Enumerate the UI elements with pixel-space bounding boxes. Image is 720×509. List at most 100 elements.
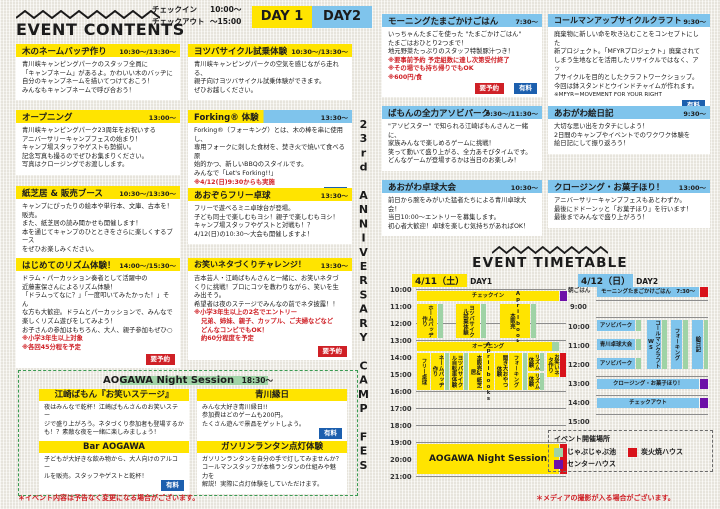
timetable-block-free-table-tennis: フリー卓球 [417, 353, 430, 390]
card-time: 9:30〜 [683, 109, 706, 118]
zigzag-icon [492, 246, 608, 254]
card-header: オープニング 13:00〜 [16, 110, 180, 123]
event-card-bamon-asobi-park: ばもんの全力アソビパーク 9:30〜/11:30〜 "アソビスター" で知られる… [382, 106, 542, 171]
card-line: キャンプにぴったりの絵本や単行本、文庫、古本を！販売。 [22, 203, 173, 219]
card-line: 笑って動いて盛り上がる、全力あそびタイムです。 [388, 148, 532, 156]
card-note: ※小学3年生以上の2名でエントリー [194, 309, 298, 317]
card-line: 青川峡キャンピングパークの空気を感じながら走れる、 [194, 61, 339, 77]
night-card-title: 江崎ばもん『お笑いステージ』 [39, 389, 189, 401]
card-line: たくさん遊んで景品をゲットしよう。 [202, 420, 305, 428]
timetable-day1-header: 4/11（土） DAY1 [412, 274, 492, 287]
day1-label: DAY1 [470, 277, 493, 286]
hour-label: 14:00 [568, 399, 590, 407]
card-header: あおがわ絵日記 9:30〜 [548, 106, 710, 119]
timetable-block-night-session: AOGAWA Night Session [417, 444, 559, 474]
day1-schedule-grid: 10:00 11:00 12:00 13:00 14:00 15:00 16:0… [390, 286, 567, 486]
timetable-block-kamishibai: 聞き大おやつ体験 [495, 353, 508, 390]
legend-swatch-jabu-pond [554, 447, 563, 457]
venue-marker-jabu-pond [662, 320, 667, 369]
card-line: 始的かつ、新しいBBQのスタイルです。 [194, 161, 308, 169]
venue-marker-jabu-pond [445, 353, 449, 390]
card-note: ※その場でも持ち帰りでもOK [388, 65, 474, 73]
timetable-block-forking-day2: フォーキング [671, 320, 682, 369]
hour-label: 14:00 [390, 354, 412, 362]
card-title: オープニング [22, 112, 73, 123]
timetable-block-checkout: チェックアウト [597, 398, 699, 408]
timetable-block-rhythm-2: リズム体験 [527, 373, 540, 390]
timetable-block-name-badge: ホームバッヂ作り [417, 304, 437, 338]
card-time: 7:30〜 [515, 17, 538, 26]
card-body: アニバーサリーキャンプフェスもあとわずか。 最後にドドーンッと「お菓子ほり」を行… [548, 193, 710, 228]
night-session-panel: AOGAWA Night Session 18:30〜 江崎ばもん『お笑いステー… [18, 370, 358, 496]
timetable-block-rhythm-1: リズム体験 [527, 353, 540, 371]
card-line: 大切な思い出をカタチにしよう！ [554, 123, 649, 130]
card-body: 青川峡キャンピングパークのスタッフ全員に 「キャンプネーム」があるよ。かわいい木… [16, 57, 180, 101]
event-card-yotsuba-cycle: ヨツバサイクル試乗体験 10:30〜/13:30〜 青川峡キャンピングパークの空… [188, 44, 352, 101]
day1-tag: DAY 1 [252, 6, 312, 28]
timetable-block-asobi-park-1: アソビパーク [597, 320, 635, 331]
venue-marker-jabu-pond [438, 304, 443, 338]
hour-label: 16:00 [390, 388, 412, 396]
card-header: 紙芝居 & 販売ブース 10:30〜/13:30〜 [16, 186, 180, 199]
card-body: 青川峡キャンピングパークの空気を感じながら走れる、 親子向けヨツバサイクル試乗体… [188, 57, 352, 101]
timetable-block-comedy-neta: お笑いネタ作り [547, 353, 559, 377]
paid-badge: 有料 [319, 428, 342, 440]
card-line: フリーで遊べるミニ卓球台が登場。 [194, 205, 295, 212]
venue-marker-jabu-pond [636, 339, 641, 350]
card-time: 14:00〜/15:30〜 [119, 261, 176, 270]
card-line: コールマンスタッフが本格ランタンの仕組みや魅力を [202, 464, 336, 480]
card-header: あおがわ卓球大会 10:30〜 [382, 180, 542, 193]
card-body: 吉本芸人・江崎ばもんさんと一緒に、お笑いネタづ くりに挑戦！プロにコツを教わりな… [188, 271, 352, 360]
timetable-block-book-sales: 本販売&紙芝居 [469, 353, 482, 390]
card-note: ※要事前予約 予定組数に達し次第受付終了 [388, 56, 510, 64]
hour-label: 15:00 [390, 371, 412, 379]
event-card-closing-okashi-hori: クロージング・お菓子ほり！ 13:00〜 アニバーサリーキャンプフェスもあとわず… [548, 180, 710, 228]
card-title: コールマンアップサイクルクラフト [554, 16, 682, 25]
card-line: 青川峡キャンピングパーク23周年をお祝いする [22, 127, 156, 134]
card-line: 前日から腕をみがいた猛者たちによる青川卓球大会！ [388, 197, 527, 213]
legend-swatch-charcoal-house [628, 447, 637, 457]
day2-date: 4/12（日） [578, 274, 634, 287]
card-header: はじめてのリズム体験！ 14:00〜/15:30〜 [16, 258, 180, 271]
card-title: ばもんの全力アソビパーク [388, 108, 491, 119]
event-card-wood-name-badge: 木のネームバッヂ作り 10:30〜/13:30〜 青川峡キャンピングパークのスタ… [16, 44, 180, 101]
card-line: 本を通じてキャンプのひとときをさらに楽しくするブース [22, 228, 173, 245]
card-line: み出そう。 [194, 292, 226, 300]
timetable-heading: EVENT TIMETABLE [472, 255, 628, 271]
night-card-bar-aogawa: Bar AOGAWA 子どもが大好きな飲み物から、大人向けのアルコー ルを販売。… [39, 441, 189, 495]
card-note: 兄弟、姉妹、親子、カップル、ご夫婦などなど [201, 317, 334, 325]
card-title: お笑いネタづくりチャレンジ！ [194, 260, 306, 269]
timetable-block-aogawa-table-tennis: 青川卓球大会 [597, 339, 635, 350]
timetable-block-closing: クロージング・お菓子ほり！ [597, 379, 699, 389]
card-line: ルを販売。スタッフやゲストと乾杯！ [44, 472, 148, 480]
card-body: "アソビスター" で知られる江崎ばもんさんと一緒に、 家族みんなで楽しめるゲーム… [382, 119, 542, 171]
card-line: な方も大歓迎。ドラムとパーカッションで、みんなで [22, 309, 173, 317]
card-body: キャンプにぴったりの絵本や単行本、文庫、古本を！販売。 また、紙芝居の読み聞かせ… [16, 199, 180, 260]
checkin-label: チェックイン [152, 5, 197, 14]
day2-tag: DAY2 [312, 6, 372, 28]
timetable-day2-header: 4/12（日） DAY2 [578, 274, 658, 287]
card-title: ヨツバサイクル試乗体験 [194, 46, 288, 57]
card-line: キャンプ場スタッフやゲストも勢揃い。 [22, 144, 136, 152]
reservation-badge: 要予約 [145, 354, 175, 366]
night-card-body: 子どもが大好きな飲み物から、大人向けのアルコー ルを販売。スタッフやゲストと乾杯… [39, 453, 189, 495]
card-title: あおがわ卓球大会 [388, 182, 457, 193]
card-title: 木のネームバッヂ作り [22, 46, 107, 57]
card-body: 大切な思い出をカタチにしよう！ 2日間のキャンプやイベントでのワクワク体験を 絵… [548, 119, 710, 154]
venue-legend: イベント開催場所 じゃぶじゃぶ池 炭火焼ハウス センターハウス [548, 430, 713, 472]
venue-marker-center-house [700, 379, 708, 389]
night-card-gasoline-lantern: ガソリンランタン点灯体験 ガソリンランタンを自分の手で灯してみませんか？ コール… [197, 441, 347, 494]
card-time: 10:30〜/13:30〜 [119, 189, 176, 198]
card-note: ※4/12(日)9:30からも実施 [194, 178, 275, 186]
hour-label: 13:00 [390, 337, 412, 345]
legend-label: センターハウス [567, 460, 616, 468]
card-header: モーニングたまごかけごはん 7:30〜 [382, 14, 542, 27]
venue-marker-jabu-pond [531, 304, 536, 338]
card-line: 4/12(日)の10:30〜大会も開催しますよ！ [194, 230, 314, 238]
hour-label: 18:00 [390, 422, 412, 430]
event-card-comedy-neta-challenge: お笑いネタづくりチャレンジ！ 13:30〜 吉本芸人・江崎ばもんさんと一緒に、お… [188, 258, 352, 360]
card-line: 廃棄物に新しい命を吹き込むことをコンセプトにした [554, 31, 699, 47]
card-note: ※小学3年生以上対象 [22, 335, 83, 343]
card-body: いっちゃんたまごを使った "たまごかけごはん" たまごはおひとり2つまで！ 地元… [382, 27, 542, 97]
timetable-block-morning-tamago: モーニングたまごかけごはん 7:30〜 [597, 287, 699, 297]
